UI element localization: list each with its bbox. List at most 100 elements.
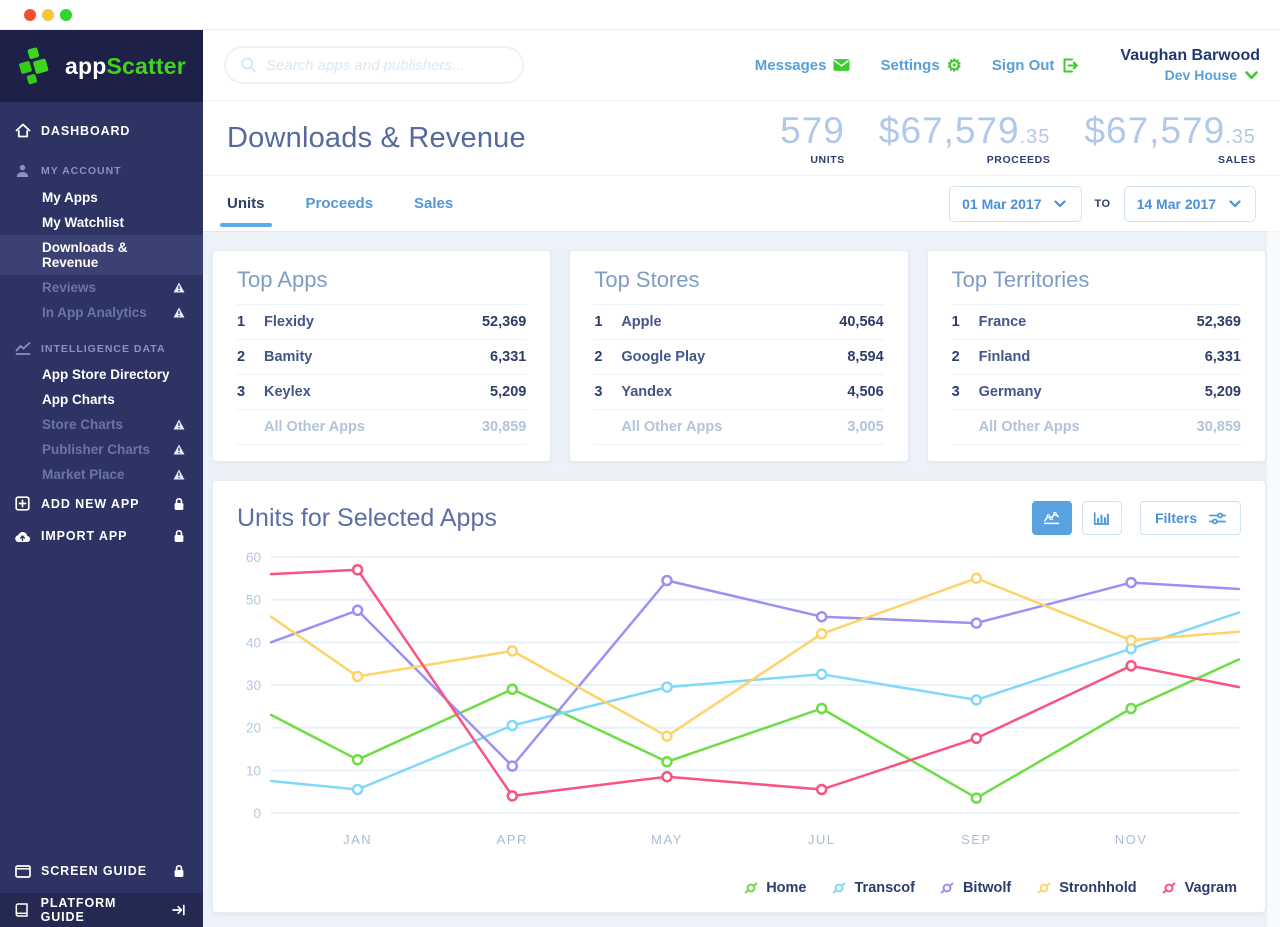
sidebar-item-add-new-app[interactable]: ADD NEW APP [0,487,203,520]
sidebar-item-my-apps[interactable]: My Apps [42,190,98,205]
user-menu[interactable]: Vaughan Barwood Dev House [1120,47,1260,83]
scrollbar-gutter[interactable] [1267,202,1280,927]
sidebar-section-my-account: MY ACCOUNT [0,157,203,185]
legend-item-stronhhold[interactable]: Stronhhold [1035,880,1137,896]
user-org: Dev House [1120,67,1260,83]
line-chart-toggle-button[interactable] [1031,501,1072,535]
bar-chart-toggle-button[interactable] [1081,501,1122,535]
sidebar-item-downloads-revenue[interactable]: Downloads & Revenue [0,235,203,275]
envelope-icon [833,58,851,72]
warning-icon [173,469,185,480]
date-from-select[interactable]: 01 Mar 2017 [949,185,1082,222]
chart-toolbar: Filters [1031,501,1241,535]
stat-sales: $67,579.35 SALES [1084,110,1256,166]
sidebar-item-my-watchlist[interactable]: My Watchlist [42,215,125,230]
rank: 2 [594,349,603,365]
sidebar-item-import-app[interactable]: IMPORT APP [0,520,203,552]
sidebar-item-dashboard[interactable]: DASHBOARD [0,114,203,147]
item-value: 8,594 [847,349,884,365]
legend-marker-icon [742,880,759,896]
topbar: Messages Settings ⚙ Sign Out Vaughan Bar… [203,30,1280,100]
settings-link[interactable]: Settings ⚙ [880,55,962,75]
legend-item-vagram[interactable]: Vagram [1161,880,1237,896]
search-icon [240,56,257,74]
messages-link[interactable]: Messages [755,57,851,74]
list-item-all-other: All Other Apps 30,859 [237,410,527,445]
content: Top Apps 1 Flexidy 52,369 2 Bamity 6,331 3 Keyle… [203,232,1280,927]
item-name: Finland [978,349,1031,365]
sidebar-bottom: SCREEN GUIDE PLATFORM GUIDE [0,855,203,927]
app-logo[interactable]: appScatter [0,30,203,102]
sidebar-item-store-charts[interactable]: Store Charts [0,412,203,437]
chart-legend: Home Transcof Bitwolf Stronhhold Vagram [237,878,1241,900]
list-item-google-play[interactable]: 2 Google Play 8,594 [594,340,884,375]
card-title: Top Apps [237,267,527,305]
rank: 1 [951,314,960,330]
home-icon [14,123,31,138]
warning-icon [173,282,185,293]
chart-title: Units for Selected Apps [237,503,497,532]
sidebar-item-publisher-charts[interactable]: Publisher Charts [0,437,203,462]
list-item-all-other: All Other Apps 3,005 [594,410,884,445]
list-item-france[interactable]: 1 France 52,369 [951,305,1241,340]
units-chart-card: Units for Selected Apps Filters [212,480,1266,913]
search-input[interactable] [266,56,508,74]
topbar-links: Messages Settings ⚙ Sign Out [755,57,1079,74]
line-chart-icon [1043,509,1060,527]
list-item-finland[interactable]: 2 Finland 6,331 [951,340,1241,375]
item-name: All Other Apps [978,419,1080,435]
chevron-down-icon [1052,199,1069,208]
sidebar-section-intelligence-data: INTELLIGENCE DATA [0,335,203,362]
units-line-chart: 0 10 20 30 40 50 60 JAN APR MAY JUL SEP NOV [237,543,1241,878]
item-name: Germany [978,384,1042,400]
item-name: Keylex [264,384,311,400]
list-item-apple[interactable]: 1 Apple 40,564 [594,305,884,340]
tab-proceeds[interactable]: Proceeds [305,195,374,212]
list-item-yandex[interactable]: 3 Yandex 4,506 [594,375,884,410]
warning-icon [173,444,185,455]
list-item-flexidy[interactable]: 1 Flexidy 52,369 [237,305,527,340]
legend-item-home[interactable]: Home [742,880,807,896]
close-window-button[interactable] [24,8,36,21]
legend-marker-icon [939,880,956,896]
sidebar-item-market-place[interactable]: Market Place [0,462,203,487]
stat-proceeds: $67,579.35 PROCEEDS [878,110,1051,166]
gear-icon: ⚙ [946,55,962,75]
search-box[interactable] [224,46,524,84]
svg-text:0: 0 [253,806,261,821]
sign-out-link[interactable]: Sign Out [992,57,1079,74]
item-name: Apple [621,314,662,330]
list-item-bamity[interactable]: 2 Bamity 6,331 [237,340,527,375]
legend-item-bitwolf[interactable]: Bitwolf [939,880,1011,896]
minimize-window-button[interactable] [42,8,54,21]
sidebar-item-app-charts[interactable]: App Charts [42,392,115,407]
user-icon [14,164,31,178]
legend-marker-icon [1035,880,1052,896]
sidebar-item-screen-guide[interactable]: SCREEN GUIDE [0,855,203,887]
tab-sales[interactable]: Sales [414,195,454,212]
svg-text:10: 10 [246,763,261,778]
sidebar: appScatter DASHBOARD MY ACCOUNT My Apps My … [0,30,203,927]
sidebar-item-in-app-analytics[interactable]: In App Analytics [0,300,203,325]
top-cards-row: Top Apps 1 Flexidy 52,369 2 Bamity 6,331 3 Keyle… [212,250,1266,462]
warning-icon [173,307,185,318]
sidebar-item-platform-guide[interactable]: PLATFORM GUIDE [0,893,203,927]
date-to-select[interactable]: 14 Mar 2017 [1123,185,1256,222]
lock-icon [173,497,185,511]
legend-item-transcof[interactable]: Transcof [831,880,915,896]
svg-text:40: 40 [246,635,261,650]
sidebar-item-app-store-directory[interactable]: App Store Directory [42,367,170,382]
card-title: Top Territories [951,267,1241,305]
list-item-germany[interactable]: 3 Germany 5,209 [951,375,1241,410]
tab-units[interactable]: Units [220,195,271,227]
list-item-keylex[interactable]: 3 Keylex 5,209 [237,375,527,410]
svg-text:JUL: JUL [808,832,836,847]
sidebar-item-reviews[interactable]: Reviews [0,275,203,300]
rank: 1 [237,314,246,330]
zoom-window-button[interactable] [60,8,72,21]
stat-units: 579 UNITS [780,110,845,166]
item-value: 5,209 [490,384,527,400]
plus-square-icon [14,496,31,511]
filters-button[interactable]: Filters [1139,501,1241,535]
svg-text:NOV: NOV [1115,832,1148,847]
